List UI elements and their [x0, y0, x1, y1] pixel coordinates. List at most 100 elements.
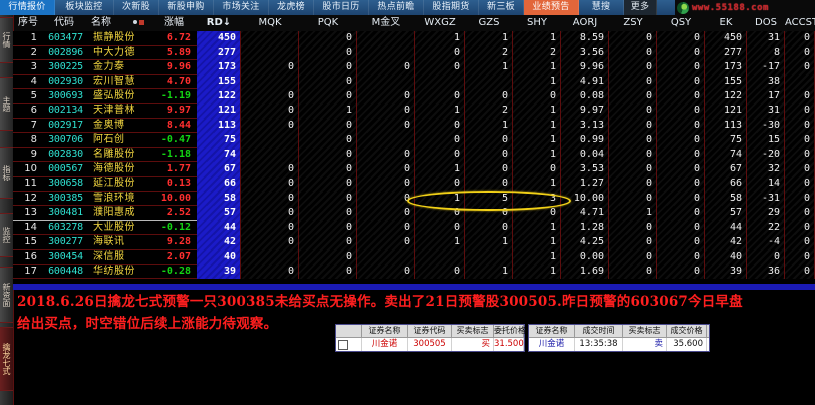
order-table-row[interactable]: 川金诺 300505 买 31.500 [336, 338, 524, 351]
order-row-checkbox-cell[interactable] [336, 338, 362, 351]
column-header-wxgz[interactable]: WXGZ [424, 17, 456, 28]
cell-zsy: 0 [609, 133, 657, 148]
cell-name: 中大力德 [93, 46, 135, 58]
cell-aorj: 4.25 [561, 235, 609, 250]
column-header-mqk[interactable]: MQK [258, 17, 282, 28]
column-header-chg[interactable]: 涨幅 [164, 17, 184, 28]
cell-rd: 39 [197, 264, 241, 280]
nav-tab-7[interactable]: 热点前瞻 [369, 0, 424, 15]
cell-shy: 3 [513, 191, 561, 207]
table-row[interactable]: 9 002830 名雕股份 -1.18 74 0 0 0 0 1 0.04 0 0 74 -20 0 [13, 147, 815, 163]
cell-pqk: 0 [299, 162, 357, 177]
cell-zsy: 0 [609, 31, 657, 46]
cell-mjx [357, 45, 415, 61]
cell-seq: 10 [24, 163, 37, 175]
table-row[interactable]: 2 002896 中大力德 5.89 277 0 0 2 2 3.56 0 0 277 8 0 [13, 45, 815, 61]
column-header-ek[interactable]: EK [719, 17, 733, 28]
order-entrust-table[interactable]: 证券名称 证券代码 买卖标志 委托价格 川金诺 300505 买 31.500 [335, 324, 526, 352]
column-header-shy[interactable]: SHY [527, 17, 547, 28]
nav-tab-3[interactable]: 新股申购 [159, 0, 214, 15]
nav-tab-6[interactable]: 股市日历 [314, 0, 369, 15]
cell-mqk: 0 [241, 206, 299, 221]
cell-rd: 122 [197, 89, 241, 104]
rail-item-2[interactable]: 指标 [0, 147, 13, 199]
table-row[interactable]: 10 000567 海德股份 1.77 67 0 0 0 1 0 0 3.53 0 0 67 32 0 [13, 162, 815, 177]
cell-rd: 58 [197, 191, 241, 207]
nav-tab-9[interactable]: 新三板 [479, 0, 524, 15]
cell-dos: 14 [747, 176, 785, 192]
rail-item-5[interactable]: 擒龙七式 [0, 327, 13, 391]
stock-table[interactable]: 1 603477 振静股份 6.72 450 0 1 1 1 8.59 0 0 450 31 0 2 00289… [13, 31, 815, 284]
nav-tab-2[interactable]: 次新股 [114, 0, 159, 15]
cell-mqk [241, 133, 299, 148]
cell-mqk: 0 [241, 235, 299, 250]
cell-wxgz: 0 [415, 45, 465, 61]
column-header-qsy[interactable]: QSY [670, 17, 692, 28]
rail-item-3[interactable]: 监控 [0, 213, 13, 257]
cell-name: 天津普林 [93, 104, 135, 116]
cell-zsy: 0 [609, 118, 657, 134]
deal-record-table[interactable]: 证券名称 成交时间 买卖标志 成交价格 川金诺 13:35:38 卖 35.60… [528, 324, 710, 352]
table-row[interactable]: 15 300277 海联讯 9.28 42 0 0 0 1 1 1 4.25 0 0 42 -4 0 [13, 235, 815, 250]
column-header-gzs[interactable]: GZS [478, 17, 500, 28]
cell-seq: 17 [24, 265, 37, 277]
cell-mqk [241, 74, 299, 90]
table-row[interactable]: 17 600448 华纺股份 -0.28 39 0 0 0 0 1 1 1.69 0 0 39 36 0 [13, 264, 815, 280]
table-row[interactable]: 3 300225 金力泰 9.96 173 0 0 0 0 1 1 9.96 0 0 173 -17 0 [13, 60, 815, 75]
table-row[interactable]: 7 002917 金奥博 8.44 113 0 0 0 0 1 1 3.13 0 0 113 -30 0 [13, 118, 815, 134]
column-header-dos[interactable]: DOS [755, 17, 777, 28]
cell-qsy: 0 [657, 249, 705, 265]
deal-table-row[interactable]: 川金诺 13:35:38 卖 35.600 [529, 338, 709, 351]
column-header-seq[interactable]: 序号 [18, 17, 38, 28]
cell-mqk [241, 45, 299, 61]
cell-shy: 1 [513, 60, 561, 75]
cell-chg: -1.19 [160, 90, 191, 102]
table-row[interactable]: 13 300481 濮阳惠成 2.52 57 0 0 0 0 0 0 4.71 1 0 57 29 0 [13, 206, 815, 221]
table-row[interactable]: 12 300385 雪浪环境 10.00 58 0 0 0 1 5 3 10.00 0 0 58 -31 0 [13, 191, 815, 207]
cell-code: 002917 [48, 119, 83, 131]
table-row[interactable]: 14 603278 大业股份 -0.12 44 0 0 0 0 0 1 1.28 0 0 44 22 0 [13, 220, 815, 236]
cell-accst: 0 [785, 264, 815, 280]
table-row[interactable]: 5 300693 盛弘股份 -1.19 122 0 0 0 0 0 0 0.08 0 0 122 17 0 [13, 89, 815, 104]
rail-item-4[interactable]: 新资面 [0, 267, 13, 323]
column-header-code[interactable]: 代码 [54, 17, 74, 28]
nav-tab-8[interactable]: 股指期货 [424, 0, 479, 15]
rail-item-0[interactable]: 行情 [0, 17, 13, 63]
cell-seq: 16 [24, 250, 37, 262]
nav-tab-5[interactable]: 龙虎榜 [269, 0, 314, 15]
column-header-pqk[interactable]: PQK [317, 17, 339, 28]
cell-accst: 0 [785, 89, 815, 104]
nav-tab-11[interactable]: 慧搜 [579, 0, 624, 15]
cell-zsy: 0 [609, 89, 657, 104]
nav-tab-1[interactable]: 板块监控 [55, 0, 114, 15]
cell-aorj: 0.04 [561, 147, 609, 163]
rail-item-1[interactable]: 主题 [0, 77, 13, 131]
cell-gzs: 1 [465, 264, 513, 280]
nav-tab-12[interactable]: 更多 [624, 0, 657, 15]
nav-tab-4[interactable]: 市场关注 [214, 0, 269, 15]
table-row[interactable]: 1 603477 振静股份 6.72 450 0 1 1 1 8.59 0 0 450 31 0 [13, 31, 815, 46]
cell-shy: 0 [513, 162, 561, 177]
column-header-name[interactable]: 名称 [91, 17, 111, 28]
column-header-rd[interactable]: RD↓ [206, 17, 232, 28]
table-row[interactable]: 6 002134 天津普林 9.97 121 0 1 0 1 2 1 9.97 0 0 121 31 0 [13, 103, 815, 119]
order-table-header: 证券名称 证券代码 买卖标志 委托价格 [336, 325, 526, 338]
table-row[interactable]: 16 300454 深信服 2.07 40 0 1 0.00 0 0 40 0 0 [13, 249, 815, 265]
table-row[interactable]: 4 002930 宏川智慧 4.70 155 0 1 4.91 0 0 155 38 [13, 74, 815, 90]
order-row-checkbox[interactable] [338, 340, 348, 350]
nav-tab-10[interactable]: 业绩预告 [524, 0, 579, 15]
cell-zsy: 0 [609, 191, 657, 207]
order-cell-price: 31.500 [494, 338, 524, 351]
column-header-zsy[interactable]: ZSY [623, 17, 643, 28]
cell-ek: 58 [705, 191, 747, 207]
table-row[interactable]: 11 300658 延江股份 0.13 66 0 0 0 0 0 1 1.27 0 0 66 14 0 [13, 176, 815, 192]
column-header-aorj[interactable]: AORJ [572, 17, 598, 28]
nav-tab-0[interactable]: 行情报价 [0, 0, 55, 15]
cell-code: 600448 [48, 265, 83, 277]
cell-seq: 12 [24, 192, 37, 204]
column-header-mjx[interactable]: M金叉 [371, 17, 401, 28]
table-row[interactable]: 8 300706 阿石创 -0.47 75 0 0 0 1 0.99 0 0 75 15 0 [13, 133, 815, 148]
cell-code: 603477 [48, 32, 83, 43]
logo-url-text: www.55188.com [692, 2, 769, 13]
column-header-accst[interactable]: ACCST [785, 17, 815, 28]
